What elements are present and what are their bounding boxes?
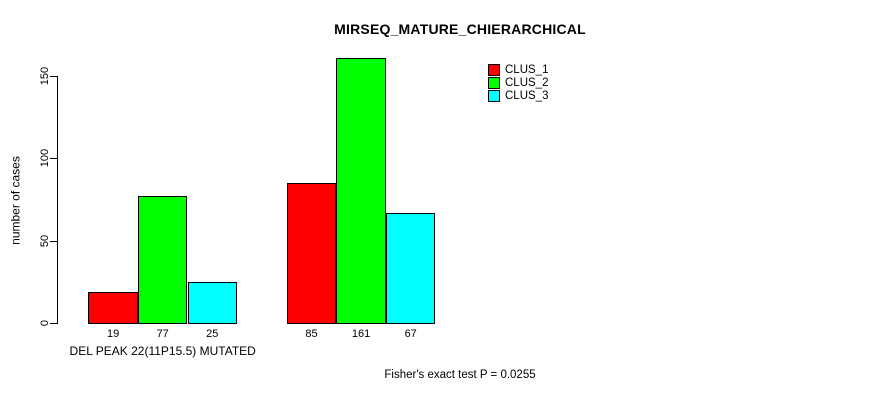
legend-label: CLUS_2 bbox=[505, 77, 549, 89]
bar-value-label: 19 bbox=[106, 328, 120, 340]
bar-value-label: 85 bbox=[305, 328, 318, 340]
bar-value-label: 161 bbox=[351, 328, 371, 340]
bar bbox=[187, 281, 238, 324]
y-tick-label: 100 bbox=[39, 149, 51, 168]
bar bbox=[336, 57, 386, 324]
legend-swatch bbox=[488, 90, 500, 102]
y-tick-label: 150 bbox=[39, 66, 51, 86]
legend-label: CLUS_3 bbox=[505, 90, 549, 102]
chart-title: MIRSEQ_MATURE_CHIERARCHICAL bbox=[334, 21, 586, 37]
y-tick-label: 0 bbox=[39, 319, 51, 327]
bar bbox=[88, 291, 138, 324]
legend-label: CLUS_1 bbox=[505, 64, 549, 76]
bar-value-label: 67 bbox=[404, 328, 417, 340]
y-tick bbox=[50, 76, 57, 77]
bar-value-label: 25 bbox=[206, 328, 219, 340]
legend-swatch bbox=[488, 77, 500, 89]
stat-annotation: Fisher's exact test P = 0.0255 bbox=[384, 369, 536, 381]
bar-value-label: 77 bbox=[156, 328, 169, 340]
y-axis-line bbox=[57, 76, 58, 324]
bar bbox=[137, 196, 188, 324]
bar bbox=[286, 183, 337, 324]
y-tick bbox=[50, 240, 57, 242]
legend-swatch bbox=[488, 64, 500, 76]
x-axis-group-label: DEL PEAK 22(11P15.5) MUTATED bbox=[69, 344, 256, 358]
bar bbox=[385, 212, 436, 324]
y-tick bbox=[50, 323, 57, 324]
y-tick-label: 50 bbox=[39, 234, 51, 247]
y-tick bbox=[50, 158, 57, 160]
